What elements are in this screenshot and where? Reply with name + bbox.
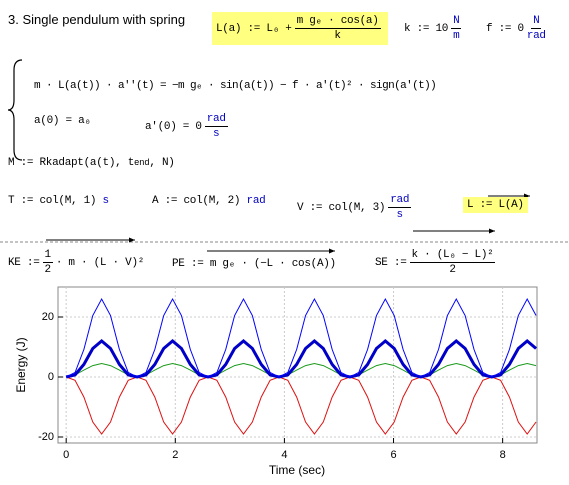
expression: A := col(M, 2) <box>152 195 241 207</box>
numerator: rad <box>204 113 228 127</box>
unit: rad s <box>388 193 412 222</box>
expression: f := 0 <box>486 22 524 35</box>
denominator: rad <box>526 30 546 42</box>
y-axis-label: Energy (J) <box>14 337 28 392</box>
initial-condition: a'(0) = 0 rad s <box>145 112 231 141</box>
numerator: N <box>451 15 462 29</box>
y-tick-label: -20 <box>38 431 54 443</box>
brace <box>7 59 23 161</box>
expression: a'(0) = 0 <box>145 120 202 133</box>
unit: rad <box>246 195 266 207</box>
fraction: m gₑ · cos(a) k <box>294 14 381 43</box>
expression: SE := <box>375 256 407 269</box>
x-axis-label: Time (sec) <box>269 463 325 477</box>
x-tick-label: 8 <box>500 449 506 461</box>
x-tick-label: 4 <box>281 449 287 461</box>
l-vector-definition: L := L(A) <box>463 197 528 213</box>
x-tick-label: 0 <box>63 449 69 461</box>
initial-condition: a(0) = a₀ <box>34 115 91 127</box>
expression: · m · (L · V)² <box>55 256 145 269</box>
expression: KE := <box>8 256 40 269</box>
vector-arrow-head <box>129 237 135 243</box>
fraction: k · (L₀ − L)² 2 <box>409 248 496 277</box>
subscript: end <box>134 158 150 168</box>
denominator: s <box>213 128 220 140</box>
expression: m gₑ · (−L · cos(A)) <box>209 258 336 270</box>
numerator: m gₑ · cos(a) <box>294 15 381 29</box>
series-line <box>66 376 537 435</box>
numerator: N <box>531 15 542 29</box>
expression: T := col(M, 1) <box>8 195 97 207</box>
x-tick-label: 6 <box>390 449 396 461</box>
vector-arrow-head <box>489 228 495 234</box>
expression: L(a) := L₀ + <box>216 22 292 35</box>
y-tick-label: 0 <box>48 371 54 383</box>
denominator: 2 <box>449 264 456 276</box>
numerator: rad <box>388 194 412 208</box>
series-line <box>65 339 538 379</box>
expression: L := <box>467 199 493 211</box>
m-definition: M := Rkadapt(a(t), t end, N) <box>8 157 175 169</box>
pe-definition: PE := m gₑ · (−L · cos(A)) <box>172 258 336 270</box>
l-definition: L(a) := L₀ + m gₑ · cos(a) k <box>212 12 388 45</box>
heading: 3. Single pendulum with spring <box>8 12 186 27</box>
denominator: s <box>396 209 404 221</box>
expression: k := 10 <box>404 22 449 35</box>
expression: M := Rkadapt(a(t), t <box>8 157 135 169</box>
denominator: k <box>334 30 341 42</box>
series-line <box>65 297 537 378</box>
numerator: 1 <box>42 249 53 263</box>
numerator: k · (L₀ − L)² <box>409 249 496 263</box>
expression: , N) <box>149 157 175 169</box>
x-tick-label: 2 <box>172 449 178 461</box>
expression: V := col(M, 3) <box>297 201 386 214</box>
unit: rad s <box>204 112 228 141</box>
vector-arrow-head <box>329 248 335 254</box>
t-definition: T := col(M, 1) s <box>8 195 109 207</box>
expression: L(A) <box>498 199 525 211</box>
unit: s <box>102 195 110 207</box>
a-definition: A := col(M, 2) rad <box>152 195 266 207</box>
y-tick-label: 20 <box>42 311 54 323</box>
se-definition: SE := k · (L₀ − L)² 2 <box>375 248 498 277</box>
expression: PE := <box>172 258 204 270</box>
v-definition: V := col(M, 3) rad s <box>297 193 414 222</box>
denominator: 2 <box>44 264 52 276</box>
ode: m · L(a(t)) · a''(t) = −m gₑ · sin(a(t))… <box>34 80 437 92</box>
denominator: m <box>453 30 460 42</box>
